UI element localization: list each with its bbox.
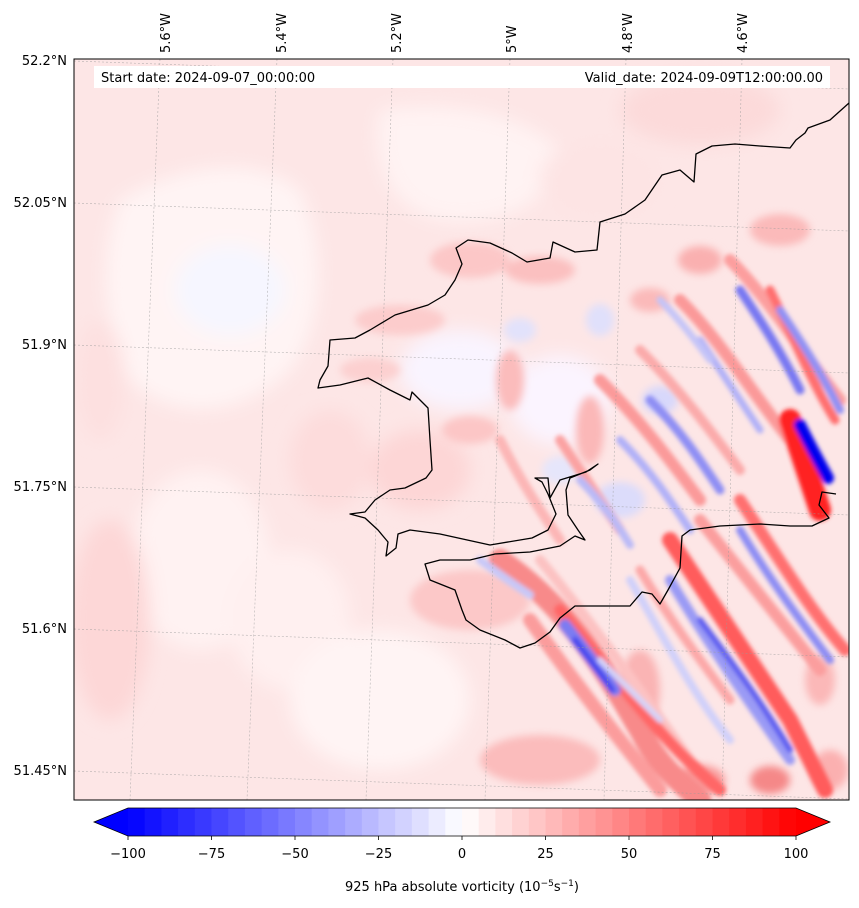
valid-date-label: Valid_date: 2024-09-09T12:00:00.00 — [585, 71, 823, 86]
lon-label: 5.4°W — [275, 13, 290, 53]
colorbar-tick-label: −50 — [281, 847, 308, 862]
vorticity-bands — [476, 254, 849, 800]
colorbar-segment — [161, 808, 179, 836]
colorbar-segment — [378, 808, 396, 836]
colorbar-segment — [729, 808, 747, 836]
lat-label: 51.75°N — [14, 480, 67, 495]
gridline-lat — [74, 628, 849, 658]
colorbar-segment — [712, 808, 730, 836]
colorbar-segments — [128, 808, 797, 836]
gridline-lon — [603, 59, 627, 800]
lat-label: 51.9°N — [22, 338, 67, 353]
colorbar-segment — [395, 808, 413, 836]
start-date-label: Start date: 2024-09-07_00:00:00 — [101, 71, 315, 86]
colorbar-segment — [244, 808, 263, 836]
colorbar-segment — [478, 808, 496, 836]
gridline-lat — [74, 344, 849, 374]
colorbar-segment — [612, 808, 630, 836]
colorbar-segment — [278, 808, 296, 836]
gridline-lon — [721, 59, 743, 800]
colorbar-tick-label: 100 — [784, 847, 809, 862]
lon-label: 4.6°W — [736, 13, 751, 53]
colorbar-segment — [679, 808, 697, 836]
colorbar-ticks: −100 −75 −50 −25 0 25 50 75 100 — [110, 836, 808, 862]
colorbar-segment — [411, 808, 430, 836]
gridline-lat — [74, 202, 849, 232]
gridlines — [74, 59, 849, 800]
colorbar-segment — [345, 808, 363, 836]
colorbar: −100 −75 −50 −25 0 25 50 75 100 925 hPa absolute… — [92, 807, 832, 895]
colorbar-segment — [512, 808, 530, 836]
colorbar-segment — [629, 808, 647, 836]
plot-frame — [73, 58, 850, 801]
colorbar-segment — [779, 808, 797, 836]
longitude-labels: 5.6°W 5.4°W 5.2°W 5°W 4.8°W 4.6°W — [159, 13, 751, 53]
colorbar-segment — [578, 808, 597, 836]
gridline-lat — [74, 486, 849, 516]
coastline-north — [317, 102, 849, 649]
gridline-lat — [74, 770, 849, 800]
lon-label: 4.8°W — [621, 13, 636, 53]
header-banner — [94, 66, 830, 88]
lon-label: 5.6°W — [159, 13, 174, 53]
colorbar-segment — [645, 808, 663, 836]
latitude-labels: 52.2°N 52.05°N 51.9°N 51.75°N 51.6°N 51.… — [14, 54, 67, 779]
colorbar-extend-high — [796, 808, 830, 836]
colorbar-tick-label: −100 — [110, 847, 146, 862]
gridline-lon — [484, 59, 511, 800]
colorbar-segment — [144, 808, 162, 836]
lon-label: 5.2°W — [390, 13, 405, 53]
colorbar-tick-label: −25 — [365, 847, 392, 862]
lon-label: 5°W — [505, 25, 520, 53]
colorbar-label: 925 hPa absolute vorticity (10−5s−1) — [345, 879, 579, 895]
colorbar-segment — [562, 808, 580, 836]
coastline — [317, 102, 849, 649]
colorbar-segment — [428, 808, 446, 836]
colorbar-extend-low — [94, 808, 128, 836]
colorbar-tick-label: −75 — [198, 847, 225, 862]
lat-label: 51.45°N — [14, 764, 67, 779]
colorbar-segment — [178, 808, 196, 836]
lat-label: 52.05°N — [14, 196, 67, 211]
gridline-lat — [74, 60, 849, 90]
colorbar-segment — [528, 808, 547, 836]
lat-label: 51.6°N — [22, 622, 67, 637]
colorbar-tick-label: 25 — [537, 847, 554, 862]
colorbar-segment — [662, 808, 680, 836]
colorbar-segment — [261, 808, 279, 836]
colorbar-tick-label: 75 — [704, 847, 721, 862]
colorbar-segment — [295, 808, 313, 836]
gridline-lon — [365, 59, 394, 800]
colorbar-tick-label: 0 — [458, 847, 466, 862]
colorbar-segment — [228, 808, 246, 836]
colorbar-segment — [128, 808, 146, 836]
colorbar-segment — [745, 808, 764, 836]
vorticity-field — [74, 59, 849, 800]
lat-label: 52.2°N — [22, 54, 67, 69]
colorbar-segment — [328, 808, 346, 836]
colorbar-segment — [445, 808, 463, 836]
colorbar-segment — [361, 808, 380, 836]
colorbar-segment — [762, 808, 780, 836]
colorbar-segment — [595, 808, 613, 836]
colorbar-segment — [462, 808, 480, 836]
colorbar-segment — [194, 808, 213, 836]
colorbar-segment — [695, 808, 714, 836]
colorbar-segment — [495, 808, 513, 836]
colorbar-segment — [211, 808, 229, 836]
colorbar-segment — [311, 808, 329, 836]
colorbar-tick-label: 50 — [621, 847, 638, 862]
colorbar-segment — [545, 808, 563, 836]
